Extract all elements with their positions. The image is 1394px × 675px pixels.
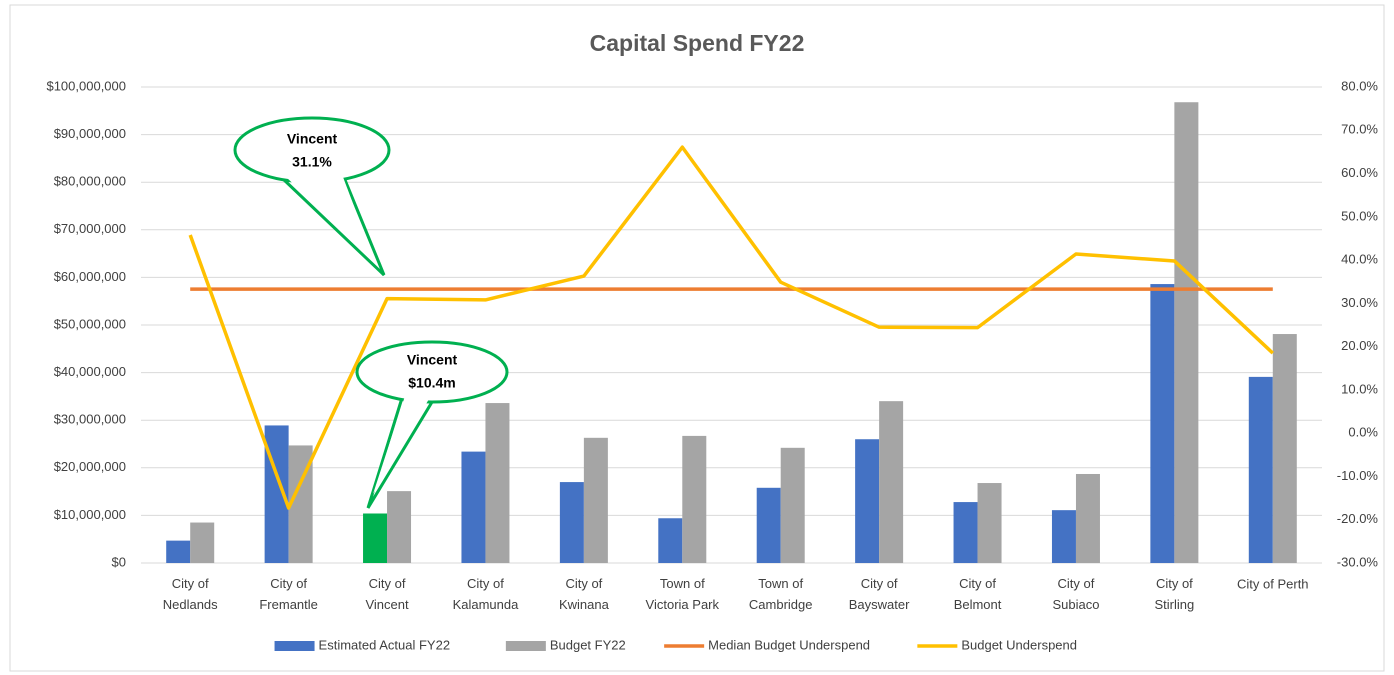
x-tick-label: City of Vincent <box>365 576 409 612</box>
bar <box>1174 102 1199 564</box>
y2-tick-label: -30.0% <box>1337 554 1379 569</box>
legend-label: Estimated Actual FY22 <box>319 637 451 652</box>
callout-joint <box>373 396 429 494</box>
x-tick-label: City of Subiaco <box>1052 576 1099 612</box>
y2-tick-label: 10.0% <box>1341 381 1378 396</box>
x-tick-label: Town of Victoria Park <box>646 576 720 612</box>
x-tick-label: City of Bayswater <box>849 576 910 612</box>
callout-text: $10.4m <box>408 375 455 391</box>
x-tick-label: Town of Cambridge <box>749 576 813 612</box>
legend-swatch <box>274 641 315 651</box>
x-tick-label: City of Stirling <box>1155 576 1195 612</box>
callout-text: 31.1% <box>292 154 332 170</box>
x-tick-label: City of Perth <box>1237 576 1309 591</box>
y-tick-label: $70,000,000 <box>54 221 126 236</box>
bar <box>559 482 584 563</box>
callout: Vincent $10.4m <box>355 340 509 509</box>
x-tick-label: City of Kalamunda <box>453 576 520 612</box>
callout-joint <box>285 176 375 262</box>
y2-tick-label: 30.0% <box>1341 295 1378 310</box>
bar <box>363 513 388 563</box>
x-tick-label: City of Fremantle <box>259 576 318 612</box>
y2-tick-label: -20.0% <box>1337 511 1379 526</box>
line <box>188 145 1274 510</box>
bar <box>879 401 904 563</box>
legend-swatch <box>505 641 546 651</box>
bar <box>166 540 191 563</box>
y-tick-label: $80,000,000 <box>54 174 126 189</box>
y-tick-label: $20,000,000 <box>54 459 126 474</box>
y-tick-label: $30,000,000 <box>54 412 126 427</box>
y-tick-label: $100,000,000 <box>46 78 126 93</box>
bar <box>461 451 486 563</box>
y-tick-label: $60,000,000 <box>54 269 126 284</box>
bar <box>387 491 412 563</box>
chart-title: Capital Spend FY22 <box>590 30 805 56</box>
y2-tick-label: 20.0% <box>1341 338 1378 353</box>
x-tick-label: City of Kwinana <box>559 576 610 612</box>
y-tick-label: $10,000,000 <box>54 507 126 522</box>
plot-area: $0 $10,000,000 $20,000,000 $30,000,000 $40,0… <box>46 78 1378 612</box>
bar <box>780 447 805 563</box>
bar <box>1075 473 1100 563</box>
bar <box>1051 510 1076 563</box>
y-tick-label: $40,000,000 <box>54 364 126 379</box>
bar <box>756 487 781 563</box>
callout-bubble <box>355 340 509 404</box>
y-tick-label: $0 <box>112 554 126 569</box>
bar <box>658 518 683 563</box>
bar <box>583 437 608 563</box>
callout-bubble <box>233 116 391 184</box>
legend: Estimated Actual FY22 Budget FY22 Median B… <box>274 637 1077 652</box>
bar <box>1150 284 1175 563</box>
bar <box>485 403 510 563</box>
bar <box>953 502 978 563</box>
legend-label: Budget FY22 <box>550 637 626 652</box>
y2-tick-label: 0.0% <box>1348 425 1378 440</box>
legend-label: Budget Underspend <box>961 637 1077 652</box>
y2-tick-label: 80.0% <box>1341 78 1378 93</box>
callout: Vincent 31.1% <box>233 116 391 277</box>
x-tick-label: City of Belmont <box>954 576 1002 612</box>
x-tick-label: City of Nedlands <box>163 576 218 612</box>
y2-tick-label: 70.0% <box>1341 122 1378 137</box>
callout-text: Vincent <box>407 352 458 368</box>
y-tick-label: $50,000,000 <box>54 316 126 331</box>
y2-tick-label: 40.0% <box>1341 252 1378 267</box>
bar <box>190 522 215 563</box>
y2-tick-label: -10.0% <box>1337 468 1379 483</box>
bar <box>682 435 707 563</box>
bar <box>855 439 880 563</box>
legend-label: Median Budget Underspend <box>708 637 870 652</box>
bar <box>1248 376 1273 563</box>
bar <box>1272 334 1297 563</box>
bar <box>977 483 1002 563</box>
y2-tick-label: 50.0% <box>1341 208 1378 223</box>
y-tick-label: $90,000,000 <box>54 126 126 141</box>
callout-text: Vincent <box>287 131 338 147</box>
y2-tick-label: 60.0% <box>1341 165 1378 180</box>
